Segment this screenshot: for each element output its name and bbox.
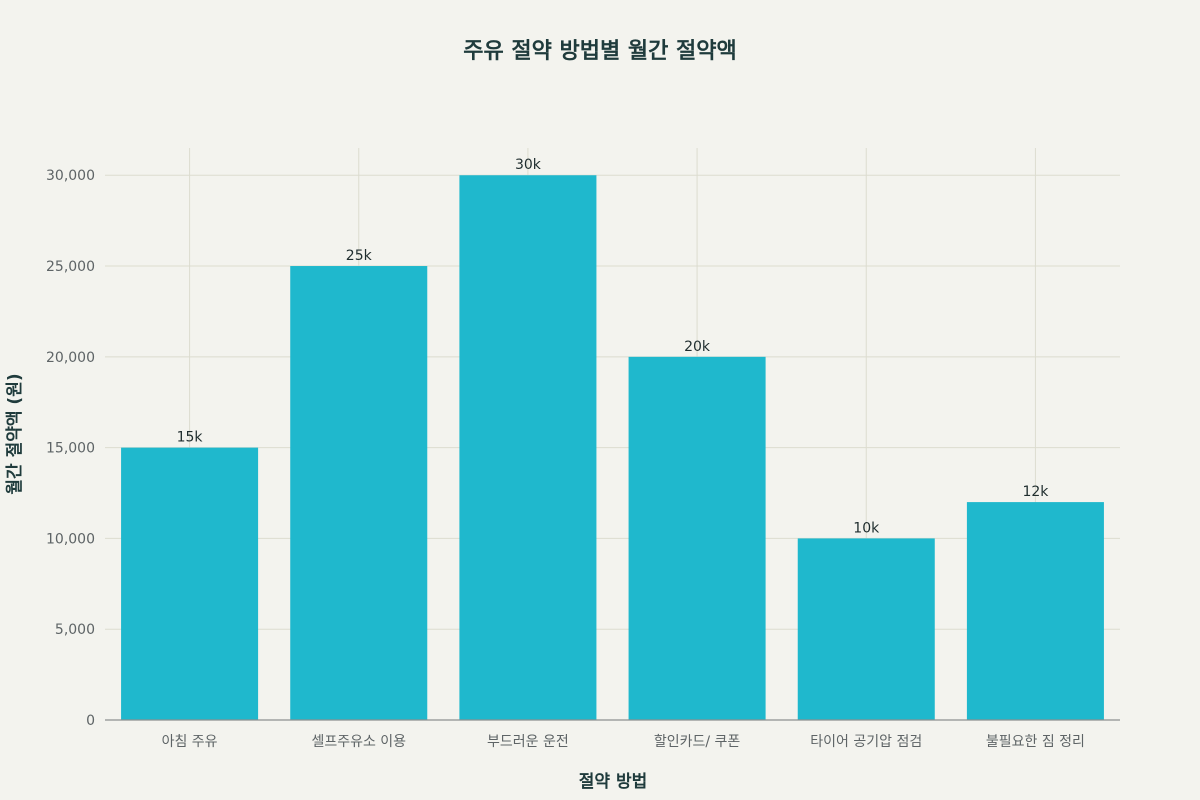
- data-label: 10k: [853, 520, 880, 536]
- x-axis-ticks: 아침 주유 셀프주유소 이용 부드러운 운전 할인카드/ 쿠폰 타이어 공기압 점검 불필…: [162, 734, 1085, 750]
- y-tick-label: 15,000: [46, 441, 95, 457]
- data-label: 12k: [1022, 484, 1049, 500]
- x-tick-label: 타이어 공기압 점검: [810, 734, 922, 750]
- data-labels: 15k 25k 30k 20k 10k 12k: [177, 157, 1050, 536]
- x-tick-label: 아침 주유: [162, 734, 218, 750]
- bar[interactable]: [459, 175, 597, 720]
- bars: [121, 175, 1104, 720]
- y-axis-ticks: 0 5,000 10,000 15,000 20,000 25,000 30,000: [46, 168, 95, 729]
- data-label: 30k: [515, 157, 542, 173]
- x-tick-label: 부드러운 운전: [487, 734, 569, 750]
- y-axis-title: 월간 절약액 (원): [4, 373, 25, 494]
- x-axis-title: 절약 방법: [579, 771, 647, 792]
- x-tick-label: 불필요한 짐 정리: [986, 734, 1085, 750]
- bar[interactable]: [121, 447, 259, 720]
- y-tick-label: 20,000: [46, 350, 95, 366]
- data-label: 20k: [684, 339, 711, 355]
- y-tick-label: 0: [86, 713, 95, 729]
- bar[interactable]: [797, 538, 935, 720]
- y-tick-label: 25,000: [46, 259, 95, 275]
- y-tick-label: 5,000: [55, 622, 95, 638]
- x-tick-label: 할인카드/ 쿠폰: [654, 734, 741, 750]
- y-tick-label: 30,000: [46, 168, 95, 184]
- y-tick-label: 10,000: [46, 531, 95, 547]
- bar[interactable]: [966, 502, 1104, 720]
- chart-title: 주유 절약 방법별 월간 절약액: [463, 39, 737, 64]
- x-tick-label: 셀프주유소 이용: [311, 734, 406, 750]
- bar[interactable]: [290, 266, 428, 720]
- data-label: 15k: [177, 430, 204, 446]
- data-label: 25k: [346, 248, 373, 264]
- bar[interactable]: [628, 356, 766, 720]
